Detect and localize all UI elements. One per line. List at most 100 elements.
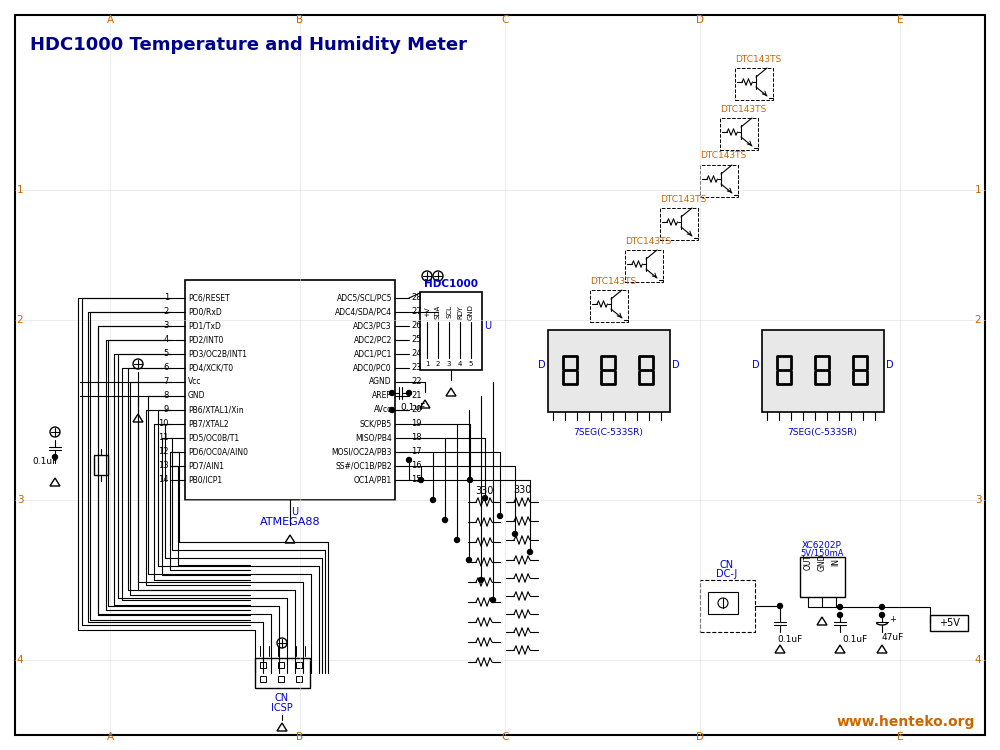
Text: IN: IN [832, 558, 840, 566]
Text: www.henteko.org: www.henteko.org [837, 715, 975, 729]
Text: DTC143TS: DTC143TS [720, 104, 766, 113]
Text: PD1/TxD: PD1/TxD [188, 322, 221, 331]
Text: C: C [501, 732, 509, 742]
Text: 26: 26 [411, 322, 422, 331]
Polygon shape [775, 645, 785, 653]
Text: 4: 4 [975, 655, 981, 665]
Circle shape [390, 407, 394, 413]
Text: PB0/ICP1: PB0/ICP1 [188, 476, 222, 484]
Circle shape [442, 518, 448, 523]
Text: 13: 13 [158, 461, 169, 470]
Text: 16: 16 [411, 461, 422, 470]
Text: DTC143TS: DTC143TS [660, 194, 706, 203]
Bar [720, 118, 758, 150]
Text: AGND: AGND [369, 377, 392, 386]
Circle shape [880, 613, 885, 617]
Bar [660, 208, 698, 240]
Circle shape [512, 532, 518, 536]
Bar [762, 330, 884, 412]
Text: 2: 2 [436, 361, 440, 367]
Text: 3: 3 [17, 495, 23, 505]
Text: OUT: OUT [804, 554, 812, 570]
Text: 15: 15 [411, 476, 422, 484]
Polygon shape [817, 617, 827, 625]
Text: B: B [296, 15, 304, 25]
Text: 19: 19 [411, 419, 422, 428]
Text: 3: 3 [164, 322, 169, 331]
Bar [708, 592, 738, 614]
Text: PB7/XTAL2: PB7/XTAL2 [188, 419, 229, 428]
Text: D: D [886, 360, 894, 370]
Text: PD4/XCK/T0: PD4/XCK/T0 [188, 364, 233, 373]
Text: E: E [897, 15, 903, 25]
Text: 21: 21 [411, 392, 422, 400]
Circle shape [418, 478, 424, 482]
Circle shape [390, 391, 394, 395]
Text: 11: 11 [158, 433, 169, 442]
Text: U: U [484, 321, 491, 331]
Text: 5V/150mA: 5V/150mA [800, 548, 844, 557]
Text: 7SEG(C-533SR): 7SEG(C-533SR) [573, 427, 643, 436]
Bar [800, 557, 845, 597]
Bar [735, 68, 773, 100]
Text: D: D [696, 732, 704, 742]
Text: HDC1000: HDC1000 [424, 279, 478, 289]
Polygon shape [50, 478, 60, 486]
Text: 2: 2 [975, 315, 981, 325]
Circle shape [778, 604, 782, 608]
Polygon shape [420, 400, 430, 408]
Text: 330: 330 [513, 485, 531, 495]
Bar [700, 580, 755, 632]
Bar [548, 330, 670, 412]
Text: ADC3/PC3: ADC3/PC3 [353, 322, 392, 331]
Polygon shape [277, 723, 287, 731]
Text: D: D [672, 360, 680, 370]
Text: 17: 17 [411, 448, 422, 457]
Text: PC6/RESET: PC6/RESET [188, 293, 230, 302]
Circle shape [466, 557, 472, 562]
Circle shape [406, 458, 412, 463]
Polygon shape [285, 535, 295, 543]
Text: 1: 1 [17, 185, 23, 195]
Text: ADC0/PC0: ADC0/PC0 [353, 364, 392, 373]
Text: 0.1uF: 0.1uF [777, 635, 803, 644]
Text: 5: 5 [469, 361, 473, 367]
Text: 4: 4 [164, 335, 169, 344]
Text: A: A [106, 732, 114, 742]
Text: PD3/OC2B/INT1: PD3/OC2B/INT1 [188, 350, 247, 358]
Text: ADC5/SCL/PC5: ADC5/SCL/PC5 [336, 293, 392, 302]
Text: 3: 3 [975, 495, 981, 505]
Bar [930, 615, 968, 631]
Text: Vcc: Vcc [188, 377, 202, 386]
Text: 1: 1 [425, 361, 429, 367]
Text: CN: CN [720, 560, 734, 570]
Text: +V: +V [424, 307, 430, 317]
Text: ICSP: ICSP [271, 703, 293, 713]
Text: A: A [106, 15, 114, 25]
Text: MISO/PB4: MISO/PB4 [355, 433, 392, 442]
Text: DTC143TS: DTC143TS [625, 236, 671, 245]
Text: SCL: SCL [446, 305, 452, 319]
Bar [94, 455, 108, 475]
Bar [278, 676, 284, 682]
Text: 10: 10 [158, 419, 169, 428]
Text: 7SEG(C-533SR): 7SEG(C-533SR) [787, 427, 857, 436]
Text: OC1A/PB1: OC1A/PB1 [354, 476, 392, 484]
Bar [625, 250, 663, 282]
Text: DTC143TS: DTC143TS [700, 152, 746, 160]
Text: C: C [501, 15, 509, 25]
Text: ADC2/PC2: ADC2/PC2 [354, 335, 392, 344]
Text: D: D [538, 360, 546, 370]
Text: 0.1uF: 0.1uF [842, 635, 868, 644]
Text: U: U [291, 507, 299, 517]
Text: PD2/INT0: PD2/INT0 [188, 335, 223, 344]
Text: PD7/AIN1: PD7/AIN1 [188, 461, 224, 470]
Text: 25: 25 [411, 335, 422, 344]
Text: HDC1000 Temperature and Humidity Meter: HDC1000 Temperature and Humidity Meter [30, 36, 467, 54]
Text: DTC143TS: DTC143TS [590, 277, 636, 286]
Text: 8: 8 [164, 392, 169, 400]
Bar [420, 292, 482, 370]
Text: 27: 27 [411, 308, 422, 316]
Circle shape [454, 538, 460, 542]
Text: 5: 5 [164, 350, 169, 358]
